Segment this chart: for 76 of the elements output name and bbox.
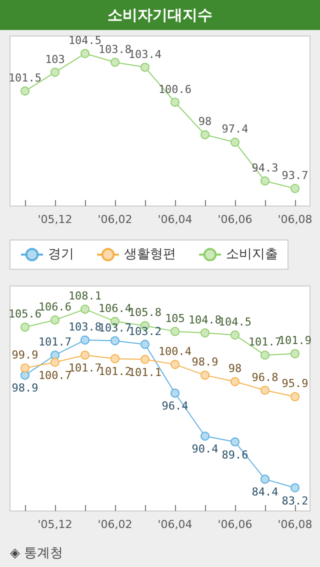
- point: [230, 377, 240, 386]
- data-label: 106.4: [98, 302, 132, 315]
- x-tick-label: '06,02: [98, 213, 132, 226]
- x-tick-label: '06,02: [98, 518, 132, 531]
- data-label: 90.4: [192, 442, 219, 456]
- chart-title: 소비자기대지수: [0, 0, 320, 30]
- point: [140, 354, 150, 364]
- legend-label: 소비지출: [226, 247, 278, 262]
- x-tick-label: '05,12: [38, 213, 72, 226]
- data-label: 101.7: [38, 336, 72, 349]
- point: [20, 364, 30, 373]
- point: [170, 360, 180, 369]
- point: [80, 49, 90, 58]
- point: [260, 474, 270, 484]
- point: [110, 58, 120, 67]
- point: [260, 176, 270, 186]
- point: [260, 350, 270, 360]
- x-tick-label: '05,12: [38, 518, 72, 531]
- x-tick-label: '06,08: [278, 518, 312, 531]
- x-tick-label: '06,04: [158, 518, 192, 531]
- point: [170, 388, 180, 398]
- point: [50, 315, 60, 324]
- point: [230, 330, 240, 340]
- point: [110, 336, 120, 346]
- point: [80, 336, 90, 345]
- x-tick-label: '06,04: [158, 213, 192, 226]
- point: [50, 350, 60, 360]
- point: [110, 354, 120, 364]
- point: [290, 184, 300, 193]
- data-label: 98: [198, 115, 212, 128]
- point: [200, 130, 210, 140]
- point: [50, 68, 60, 77]
- data-label: 93.7: [282, 168, 308, 182]
- data-label: 108.1: [68, 290, 102, 303]
- data-label: 105.6: [8, 308, 42, 321]
- data-label: 100.7: [38, 368, 72, 382]
- point: [200, 432, 210, 441]
- text: ◈ 통계청: [9, 545, 64, 563]
- point: [170, 98, 180, 107]
- point: [290, 392, 300, 402]
- point: [230, 138, 240, 147]
- data-label: 96.8: [252, 370, 278, 384]
- point: [290, 349, 300, 358]
- data-label: 100.4: [158, 344, 192, 358]
- point: [20, 322, 30, 332]
- data-label: 103: [45, 52, 65, 66]
- point: [20, 370, 30, 380]
- point: [20, 86, 30, 96]
- data-label: 98.9: [192, 356, 218, 369]
- legend-label: 생활형편: [124, 247, 176, 262]
- data-label: 103.8: [98, 42, 132, 56]
- point: [230, 437, 240, 446]
- data-label: 98.9: [12, 382, 38, 395]
- data-label: 105: [165, 312, 185, 325]
- data-label: 83.2: [282, 494, 308, 508]
- data-label: 99.9: [12, 348, 38, 362]
- point: [170, 326, 180, 336]
- point: [80, 304, 90, 314]
- data-label: 84.4: [252, 486, 279, 499]
- data-label: 101.5: [8, 72, 42, 85]
- point: [200, 370, 210, 380]
- point: [140, 62, 150, 72]
- data-label: 97.4: [222, 122, 249, 136]
- point: [50, 358, 60, 367]
- point: [80, 350, 90, 360]
- x-tick-label: '06,06: [218, 518, 252, 531]
- x-tick-label: '06,06: [218, 213, 252, 226]
- data-label: 98: [228, 362, 242, 376]
- point: [140, 340, 150, 349]
- legend-label: 경기: [48, 247, 74, 262]
- point: [200, 328, 210, 338]
- point: [260, 386, 270, 395]
- data-label: 95.9: [282, 377, 308, 390]
- point: [290, 483, 300, 492]
- x-tick-label: '06,08: [278, 213, 312, 226]
- data-label: 101.9: [278, 334, 312, 348]
